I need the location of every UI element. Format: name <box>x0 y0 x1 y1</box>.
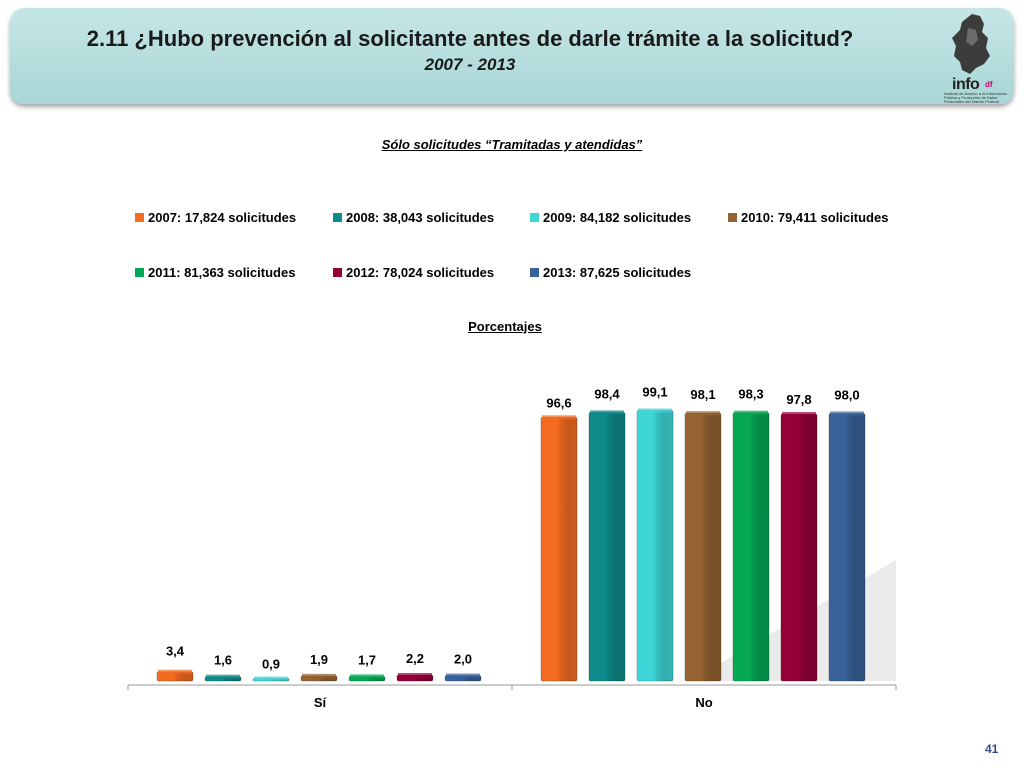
bar-shade <box>685 413 721 681</box>
data-label: 99,1 <box>642 384 667 399</box>
bar-shade <box>733 412 769 681</box>
legend-item: 2013: 87,625 solicitudes <box>530 265 691 280</box>
legend-label: 2010: 79,411 solicitudes <box>741 210 889 225</box>
chart-subtitle: Sólo solicitudes “Tramitadas y atendidas… <box>381 137 643 152</box>
legend-item: 2008: 38,043 solicitudes <box>333 210 494 225</box>
page-number: 41 <box>985 742 999 756</box>
x-tick-label: No <box>695 695 712 710</box>
legend-swatch <box>530 268 539 277</box>
bar-top <box>206 674 240 679</box>
bar-top <box>542 415 576 420</box>
legend-item: 2011: 81,363 solicitudes <box>135 265 295 280</box>
legend-swatch <box>135 268 144 277</box>
data-label: 0,9 <box>262 657 280 672</box>
bar-top <box>254 676 288 681</box>
df-map-logo-icon <box>952 14 990 74</box>
bar-top <box>398 672 432 677</box>
bar-top <box>830 411 864 416</box>
legend-label: 2008: 38,043 solicitudes <box>346 210 495 225</box>
x-tick-label: Sí <box>314 695 327 710</box>
bar-shade <box>301 675 337 681</box>
bar-top <box>446 673 480 678</box>
page-title: 2.11 ¿Hubo prevención al solicitante ant… <box>86 26 854 51</box>
data-label: 98,0 <box>834 387 859 402</box>
bar-top <box>638 408 672 413</box>
bar-shade <box>397 674 433 681</box>
data-label: 98,1 <box>690 387 715 402</box>
legend-item: 2007: 17,824 solicitudes <box>135 210 296 225</box>
bar-top <box>590 410 624 415</box>
bar-shade <box>205 676 241 681</box>
legend-swatch <box>333 213 342 222</box>
logo-wordmark: info <box>952 76 980 93</box>
legend-swatch <box>728 213 737 222</box>
header-banner <box>10 8 1014 104</box>
data-label: 1,9 <box>310 652 328 667</box>
legend-label: 2012: 78,024 solicitudes <box>346 265 495 280</box>
data-label: 1,6 <box>214 653 232 668</box>
page-period: 2007 - 2013 <box>424 55 516 74</box>
bar-top <box>782 412 816 417</box>
legend-label: 2007: 17,824 solicitudes <box>148 210 297 225</box>
bar-top <box>158 669 192 674</box>
bar-top <box>734 410 768 415</box>
legend-swatch <box>333 268 342 277</box>
data-label: 98,3 <box>738 387 763 402</box>
data-label: 97,8 <box>786 392 811 407</box>
data-label: 3,4 <box>166 644 185 659</box>
legend-label: 2013: 87,625 solicitudes <box>543 265 692 280</box>
legend-label: 2011: 81,363 solicitudes <box>148 265 296 280</box>
data-label: 2,0 <box>454 652 472 667</box>
legend-item: 2009: 84,182 solicitudes <box>530 210 691 225</box>
bar-shade <box>781 414 817 681</box>
bar-shade <box>637 410 673 681</box>
data-label: 2,2 <box>406 651 424 666</box>
bar-shade <box>829 413 865 681</box>
data-label: 98,4 <box>594 386 620 401</box>
data-label: 1,7 <box>358 652 376 667</box>
bar-shade <box>445 675 481 681</box>
legend-swatch <box>135 213 144 222</box>
bar-top <box>686 411 720 416</box>
logo-fine-print: Instituto de Acceso a la Información Púb… <box>944 91 1008 104</box>
legend-item: 2012: 78,024 solicitudes <box>333 265 494 280</box>
percent-label: Porcentajes <box>468 319 542 334</box>
bar-shade <box>541 417 577 681</box>
data-label: 96,6 <box>546 395 571 410</box>
bar-shade <box>589 412 625 681</box>
bar-shade <box>157 671 193 681</box>
legend-label: 2009: 84,182 solicitudes <box>543 210 692 225</box>
legend-item: 2010: 79,411 solicitudes <box>728 210 888 225</box>
logo-tag: df <box>985 80 993 89</box>
bar-top <box>302 673 336 678</box>
legend-swatch <box>530 213 539 222</box>
bar-top <box>350 674 384 679</box>
bar-shade <box>349 676 385 681</box>
